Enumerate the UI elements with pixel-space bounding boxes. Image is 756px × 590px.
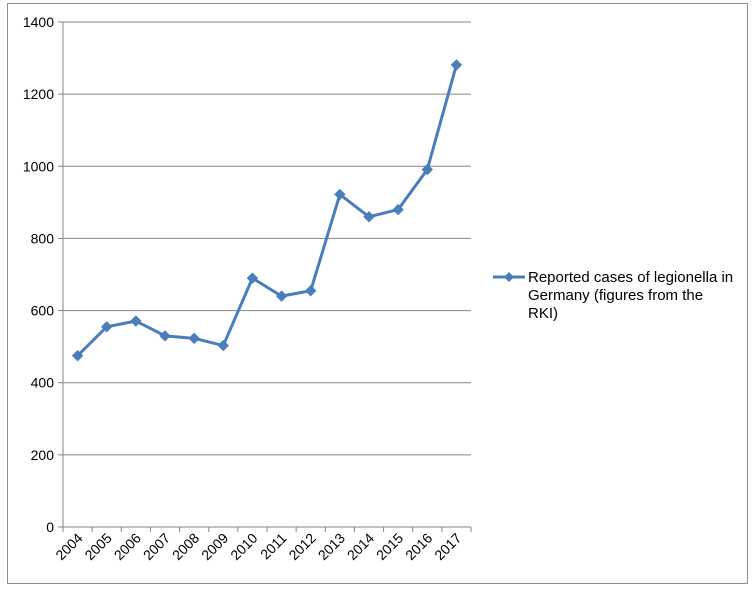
x-tick-label-2009: 2009 xyxy=(198,530,231,563)
y-tick-labels: 0 200 400 600 800 1000 1200 1400 xyxy=(23,14,54,535)
legend-marker xyxy=(504,272,514,282)
x-tick-label-2004: 2004 xyxy=(52,530,85,563)
legend-label-line: Germany (figures from the xyxy=(528,287,703,304)
data-point-2011 xyxy=(275,290,288,302)
x-tick-label-2012: 2012 xyxy=(285,530,318,563)
x-tick-label-2016: 2016 xyxy=(402,530,435,563)
series-line xyxy=(76,64,458,357)
y-tick-label: 200 xyxy=(31,447,55,463)
x-tick-label-2006: 2006 xyxy=(111,530,144,563)
data-point-2004 xyxy=(71,349,84,362)
legend: Reported cases of legionella in Germany (… xyxy=(493,269,733,322)
x-tick-label-2011: 2011 xyxy=(257,530,290,563)
x-tick-label-2013: 2013 xyxy=(315,530,348,563)
data-point-2012 xyxy=(305,285,317,297)
data-point-2009 xyxy=(217,339,229,352)
data-point-2008 xyxy=(188,332,200,345)
x-tick-label-2014: 2014 xyxy=(344,530,377,563)
x-tick-label-2015: 2015 xyxy=(373,530,406,563)
data-point-2010 xyxy=(246,272,259,284)
gridlines xyxy=(63,21,471,456)
data-point-2006 xyxy=(130,315,142,327)
x-tick-label-2008: 2008 xyxy=(169,530,202,563)
data-point-2013 xyxy=(334,188,346,201)
data-point-2014 xyxy=(363,211,375,223)
legend-label-line: Reported cases of legionella in xyxy=(528,269,733,286)
data-point-2016 xyxy=(421,163,433,176)
y-tick-label: 400 xyxy=(31,375,55,391)
data-point-2007 xyxy=(159,330,171,342)
y-tick-label: 1000 xyxy=(23,158,54,174)
y-tick-label: 800 xyxy=(31,230,55,246)
legend-label: Reported cases of legionella in Germany (… xyxy=(528,269,733,322)
axes xyxy=(58,21,472,532)
y-tick-label: 1400 xyxy=(23,14,54,30)
chart-frame xyxy=(7,3,748,584)
x-tick-label-2005: 2005 xyxy=(81,530,114,563)
data-point-2015 xyxy=(392,203,404,216)
data-point-2017 xyxy=(450,59,463,71)
y-tick-label: 0 xyxy=(46,519,54,535)
x-tick-label-2017: 2017 xyxy=(431,530,464,563)
legend-label-line: RKI) xyxy=(528,305,558,322)
data-point-2005 xyxy=(101,321,113,333)
x-tick-label-2010: 2010 xyxy=(227,530,260,563)
y-tick-label: 600 xyxy=(31,303,55,319)
series-legionella-cases xyxy=(71,59,463,362)
y-tick-label: 1200 xyxy=(23,86,54,102)
x-tick-labels: 2004200520062007200820092010201120122013… xyxy=(52,530,464,563)
x-tick-label-2007: 2007 xyxy=(140,530,173,563)
